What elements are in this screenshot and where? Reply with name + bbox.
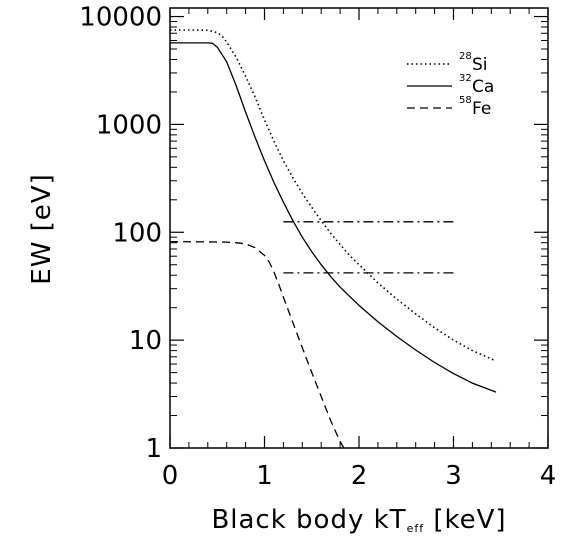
y-tick-label: 1000 (96, 110, 162, 140)
series-line-ca (170, 42, 497, 393)
legend-label-ca: Ca (472, 77, 494, 97)
x-tick-label: 3 (445, 461, 462, 491)
series-line-fe (169, 240, 345, 449)
x-tick-labels: 0 1 2 3 4 (162, 461, 557, 491)
x-tick-label: 4 (540, 461, 557, 491)
legend-label-fe: Fe (472, 99, 491, 119)
x-tick-label: 1 (256, 461, 273, 491)
y-axis-label: EW [eV] (27, 173, 57, 284)
y-tick-label: 10000 (79, 3, 162, 33)
legend-mass-fe: 58 (459, 95, 472, 106)
y-tick-label: 1 (145, 434, 162, 464)
y-tick-labels: 1 10 100 1000 10000 (79, 3, 162, 464)
y-tick-label: 10 (129, 326, 162, 356)
reference-lines (283, 221, 454, 274)
axis-ticks (169, 8, 549, 449)
x-tick-label: 2 (351, 461, 368, 491)
legend-mass-ca: 32 (459, 73, 472, 84)
y-tick-label: 100 (112, 218, 162, 248)
legend-mass-si: 28 (459, 51, 472, 62)
legend-label-si: Si (472, 55, 488, 75)
x-tick-label: 0 (162, 461, 179, 491)
x-axis-label: Black body kTeff [keV] (211, 505, 506, 535)
series-line-si (170, 29, 497, 362)
plot-frame (169, 7, 549, 449)
series-lines (169, 29, 497, 449)
